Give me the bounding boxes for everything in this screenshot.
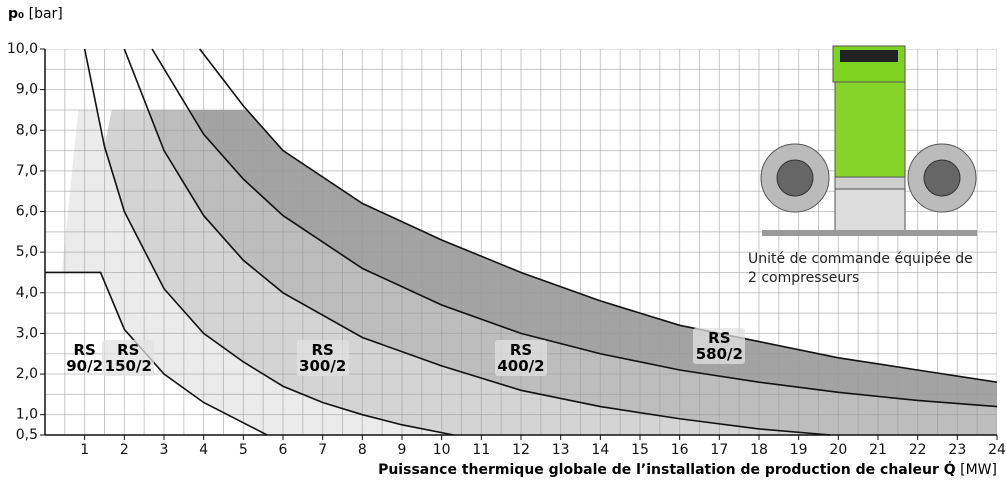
x-axis-title: Puissance thermique globale de l’install… <box>378 462 997 478</box>
unit-base <box>835 189 905 234</box>
compressor-left-hub <box>777 160 813 196</box>
x-axis-unit: [MW] <box>960 462 997 478</box>
illustration-caption: Unité de commande équipée de 2 compresse… <box>748 250 978 288</box>
y-axis-unit: [bar] <box>29 6 63 22</box>
illustration <box>0 0 1006 494</box>
compressor-unit <box>761 46 977 236</box>
x-axis-text: Puissance thermique globale de l’install… <box>378 462 956 478</box>
page: 0,51,02,03,04,05,06,07,08,09,010,0123456… <box>0 0 1006 494</box>
series-label: RS 300/2 <box>297 340 349 376</box>
unit-body <box>835 82 905 177</box>
y-axis-title: p₀ [bar] <box>8 6 63 22</box>
unit-frame <box>762 230 977 236</box>
unit-band <box>835 177 905 189</box>
y-axis-symbol: p₀ <box>8 6 24 22</box>
compressor-right-hub <box>924 160 960 196</box>
series-label: RS 90/2 <box>59 340 111 376</box>
series-label: RS 580/2 <box>693 328 745 364</box>
unit-display <box>840 50 898 62</box>
series-label: RS 400/2 <box>495 340 547 376</box>
